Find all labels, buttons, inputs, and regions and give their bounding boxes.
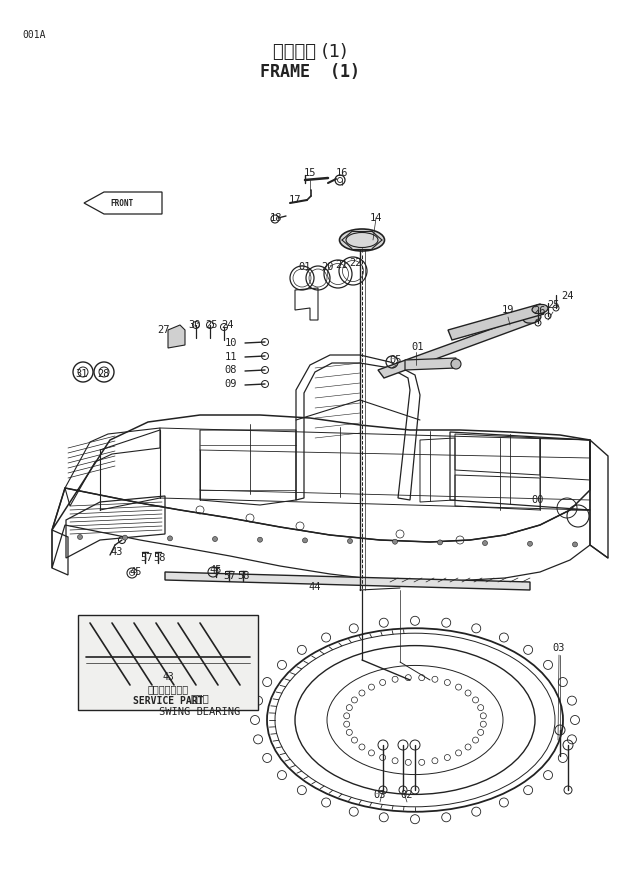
Text: 58: 58 <box>154 553 166 563</box>
Circle shape <box>213 537 218 541</box>
Text: SERVICE PART: SERVICE PART <box>133 696 203 706</box>
Text: 43: 43 <box>162 672 174 682</box>
Text: 16: 16 <box>336 168 348 178</box>
Text: 57: 57 <box>224 571 236 581</box>
Circle shape <box>572 542 577 546</box>
Text: 25: 25 <box>206 320 218 330</box>
Ellipse shape <box>340 229 384 251</box>
Text: 01: 01 <box>299 262 311 272</box>
Text: 45: 45 <box>210 565 222 575</box>
Text: 31: 31 <box>76 369 88 379</box>
Ellipse shape <box>532 305 548 313</box>
Text: 05: 05 <box>390 355 402 365</box>
Circle shape <box>257 537 262 542</box>
Text: 03: 03 <box>553 643 565 653</box>
Text: 43: 43 <box>111 547 123 557</box>
Polygon shape <box>165 572 530 590</box>
Text: 24: 24 <box>222 320 234 330</box>
Text: フレーム (1): フレーム (1) <box>273 43 347 61</box>
Text: 21: 21 <box>336 260 348 270</box>
Text: 45: 45 <box>130 567 142 577</box>
Text: 001A: 001A <box>22 30 45 40</box>
Text: 17: 17 <box>289 195 301 205</box>
Text: 03: 03 <box>374 790 386 800</box>
Text: 旋回輪: 旋回輪 <box>190 693 210 703</box>
Text: 28: 28 <box>97 369 109 379</box>
Circle shape <box>123 535 128 540</box>
Text: 09: 09 <box>224 379 237 389</box>
Polygon shape <box>378 315 536 378</box>
Circle shape <box>347 539 353 544</box>
Text: 20: 20 <box>322 262 334 272</box>
Text: 10: 10 <box>224 338 237 348</box>
Circle shape <box>303 538 308 543</box>
Text: FRAME  (1): FRAME (1) <box>260 63 360 81</box>
Ellipse shape <box>523 313 541 323</box>
Text: 25: 25 <box>547 300 559 310</box>
Text: 19: 19 <box>502 305 514 315</box>
Text: 15: 15 <box>304 168 316 178</box>
Text: 14: 14 <box>370 213 383 223</box>
Ellipse shape <box>451 359 461 369</box>
Text: 58: 58 <box>237 571 250 581</box>
Text: 30: 30 <box>188 320 202 330</box>
Text: 11: 11 <box>224 352 237 362</box>
Text: 01: 01 <box>412 342 424 352</box>
Circle shape <box>528 541 533 546</box>
Text: サービスパーツ: サービスパーツ <box>148 684 188 694</box>
Circle shape <box>167 536 172 541</box>
Text: 18: 18 <box>270 213 282 223</box>
Text: 57: 57 <box>141 553 153 563</box>
Text: 22: 22 <box>350 258 362 268</box>
Text: 08: 08 <box>224 365 237 375</box>
Text: 27: 27 <box>157 325 169 335</box>
Text: 26: 26 <box>534 306 546 316</box>
Polygon shape <box>405 358 456 370</box>
Circle shape <box>392 540 397 544</box>
Circle shape <box>78 534 82 540</box>
Text: 24: 24 <box>560 291 574 301</box>
Polygon shape <box>168 325 185 348</box>
Text: 00: 00 <box>532 495 544 505</box>
Text: 44: 44 <box>309 582 321 592</box>
Circle shape <box>482 540 487 546</box>
Text: FRONT: FRONT <box>110 198 133 208</box>
Polygon shape <box>448 304 544 340</box>
Text: 02: 02 <box>401 790 414 800</box>
Text: SWING BEARING: SWING BEARING <box>159 707 241 717</box>
Bar <box>78 615 258 710</box>
Circle shape <box>438 540 443 545</box>
